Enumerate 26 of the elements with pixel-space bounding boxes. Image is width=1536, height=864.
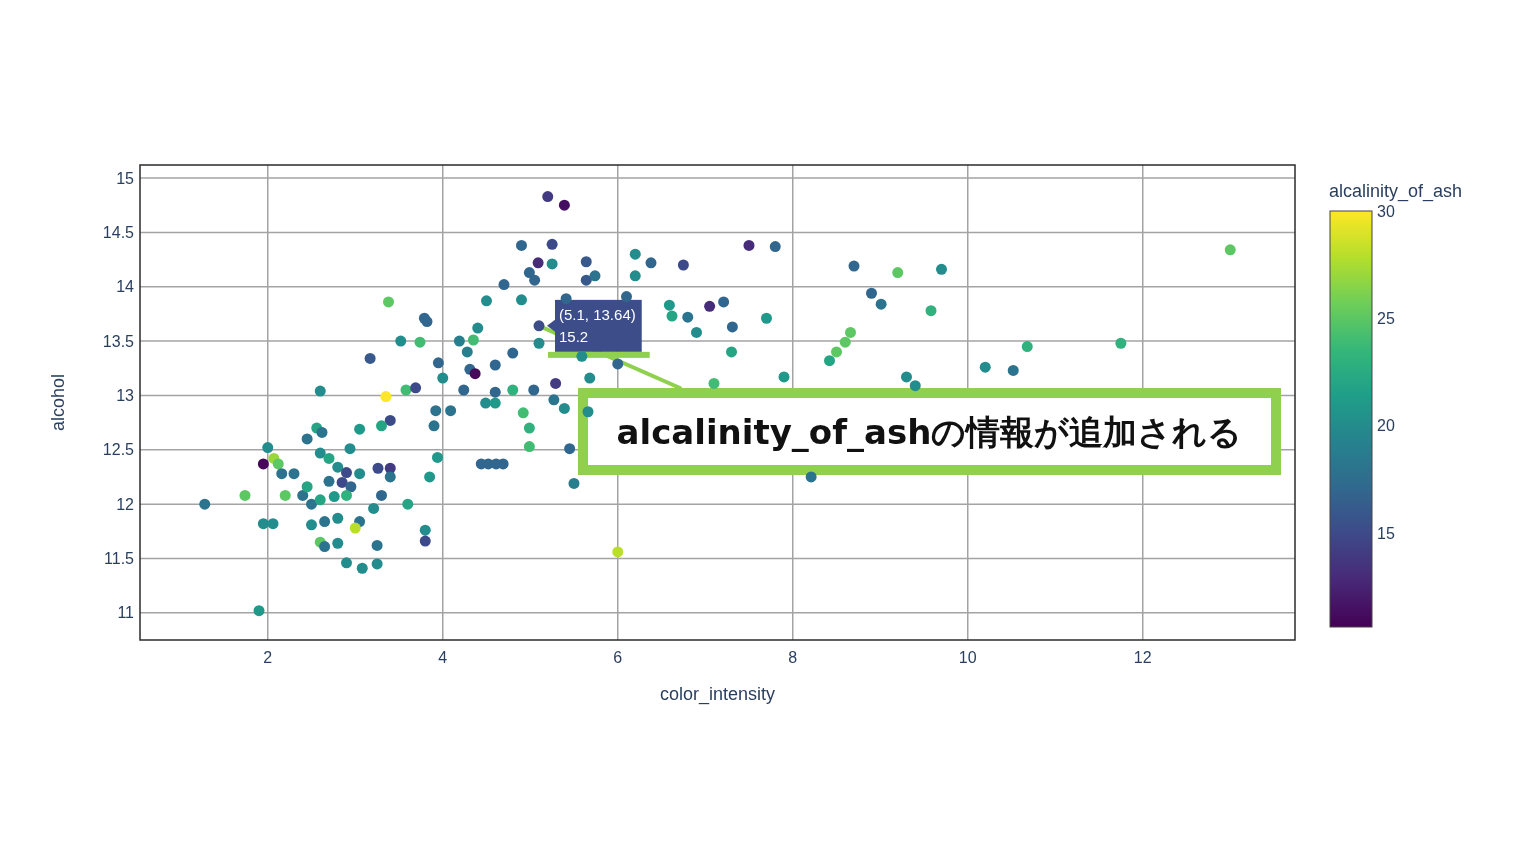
annotation: alcalinity_of_ashの情報が追加される — [616, 411, 1243, 452]
y-tick-label: 12.5 — [102, 441, 135, 459]
y-tick-label: 13.5 — [102, 332, 135, 350]
x-tick-label: 10 — [958, 649, 977, 666]
color-bar-label: 15 — [1377, 524, 1395, 542]
hover-label: (5.1, 13.64) 15.2 — [547, 299, 650, 358]
y-tick-label: 12 — [116, 495, 135, 513]
x-tick-label: 2 — [263, 649, 273, 666]
annotation: (5.1, 13.64) 15.2 — [559, 305, 636, 345]
x-tick-label: 6 — [613, 649, 623, 666]
y-axis-title: alcohol — [48, 373, 68, 432]
color-bar-label: 20 — [1377, 417, 1395, 435]
x-axis-title: color_intensity — [659, 684, 776, 705]
x-tick-label: 12 — [1133, 649, 1152, 666]
color-bar-label: 30 — [1377, 203, 1395, 220]
y-tick-label: 11.5 — [104, 549, 135, 567]
x-tick-label: 8 — [788, 649, 798, 666]
colorbar: 15 20 25 30 alcalinity_of_ash — [1329, 181, 1463, 628]
y-tick-label: 13 — [116, 386, 135, 404]
y-tick-label: 14.5 — [102, 223, 135, 241]
color-bar-label: 25 — [1377, 310, 1395, 328]
y-tick-label: 15 — [116, 169, 135, 187]
y-tick-label: 11 — [117, 604, 135, 622]
x-tick-label: 4 — [438, 649, 448, 666]
color-bar-title: alcalinity_of_ash — [1329, 181, 1463, 202]
y-tick-label: 14 — [116, 278, 135, 296]
